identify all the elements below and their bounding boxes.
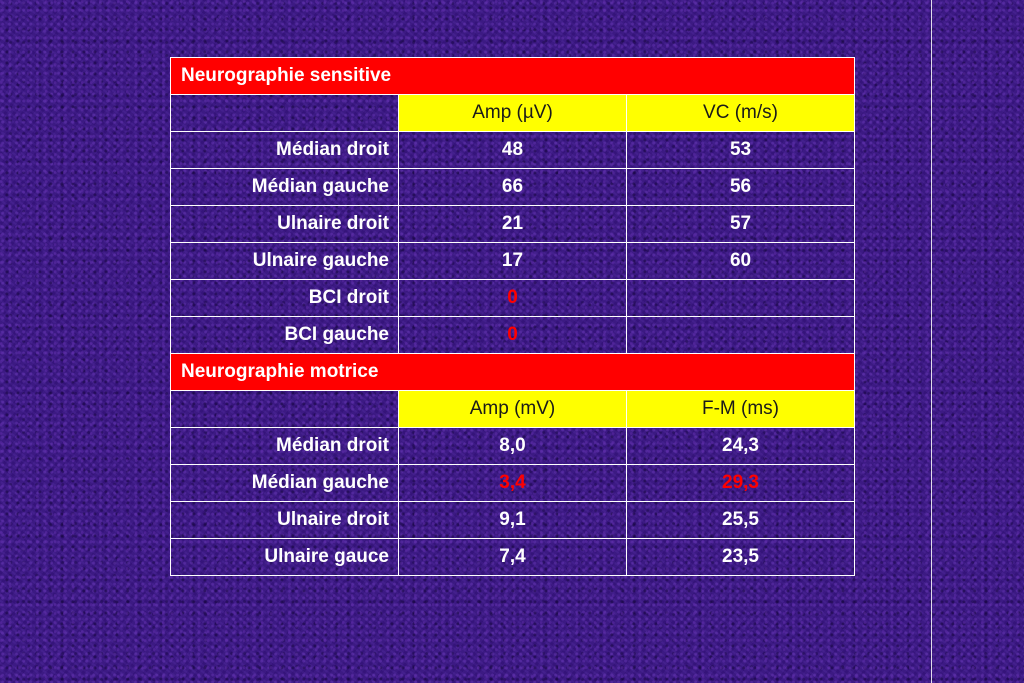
vc-value [625,316,856,354]
table-row: Médian droit 8,0 24,3 [170,427,856,465]
row-label: Ulnaire gauce [170,538,399,576]
amp-value-abnormal: 0 [398,279,627,317]
row-label: Ulnaire droit [170,501,399,539]
amp-value: 8,0 [398,427,627,465]
table-row: Médian droit 48 53 [170,131,856,169]
vc-value: 53 [625,131,856,169]
row-label: Médian droit [170,131,399,169]
sensory-section-title: Neurographie sensitive [169,57,856,95]
vc-value: 60 [625,242,856,280]
amp-value: 7,4 [398,538,627,576]
sensory-header-blank-cell [170,94,399,132]
amp-value: 21 [398,205,627,243]
table-row: Ulnaire droit 21 57 [170,205,856,243]
motor-column-header-row: Amp (mV) F-M (ms) [170,390,856,428]
amp-value: 9,1 [398,501,627,539]
table-row: Ulnaire droit 9,1 25,5 [170,501,856,539]
sensory-section-header: Neurographie sensitive [169,57,856,95]
row-label: Médian gauche [170,464,399,502]
fm-value-abnormal: 29,3 [625,464,856,502]
fm-value: 24,3 [625,427,856,465]
amp-value: 48 [398,131,627,169]
amp-value-abnormal: 3,4 [398,464,627,502]
amp-value: 17 [398,242,627,280]
motor-header-blank-cell [170,390,399,428]
table-row: BCI gauche 0 [170,316,856,354]
row-label: Ulnaire droit [170,205,399,243]
motor-section-header: Neurographie motrice [169,353,856,391]
table-row: BCI droit 0 [170,279,856,317]
motor-fm-column-header: F-M (ms) [625,390,856,428]
vc-value: 56 [625,168,856,206]
fm-value: 25,5 [625,501,856,539]
sensory-vc-column-header: VC (m/s) [625,94,856,132]
table-row: Médian gauche 3,4 29,3 [170,464,856,502]
table-row: Médian gauche 66 56 [170,168,856,206]
vc-value [625,279,856,317]
table-row: Ulnaire gauce 7,4 23,5 [170,538,856,576]
row-label: BCI gauche [170,316,399,354]
row-label: BCI droit [170,279,399,317]
row-label: Médian droit [170,427,399,465]
amp-value: 66 [398,168,627,206]
row-label: Médian gauche [170,168,399,206]
fm-value: 23,5 [625,538,856,576]
table-row: Ulnaire gauche 17 60 [170,242,856,280]
neurography-table: Neurographie sensitive Amp (µV) VC (m/s)… [169,57,856,576]
motor-section-title: Neurographie motrice [169,353,856,391]
vc-value: 57 [625,205,856,243]
sensory-amp-column-header: Amp (µV) [398,94,627,132]
slide-divider [931,0,932,683]
sensory-column-header-row: Amp (µV) VC (m/s) [170,94,856,132]
row-label: Ulnaire gauche [170,242,399,280]
motor-amp-column-header: Amp (mV) [398,390,627,428]
amp-value-abnormal: 0 [398,316,627,354]
